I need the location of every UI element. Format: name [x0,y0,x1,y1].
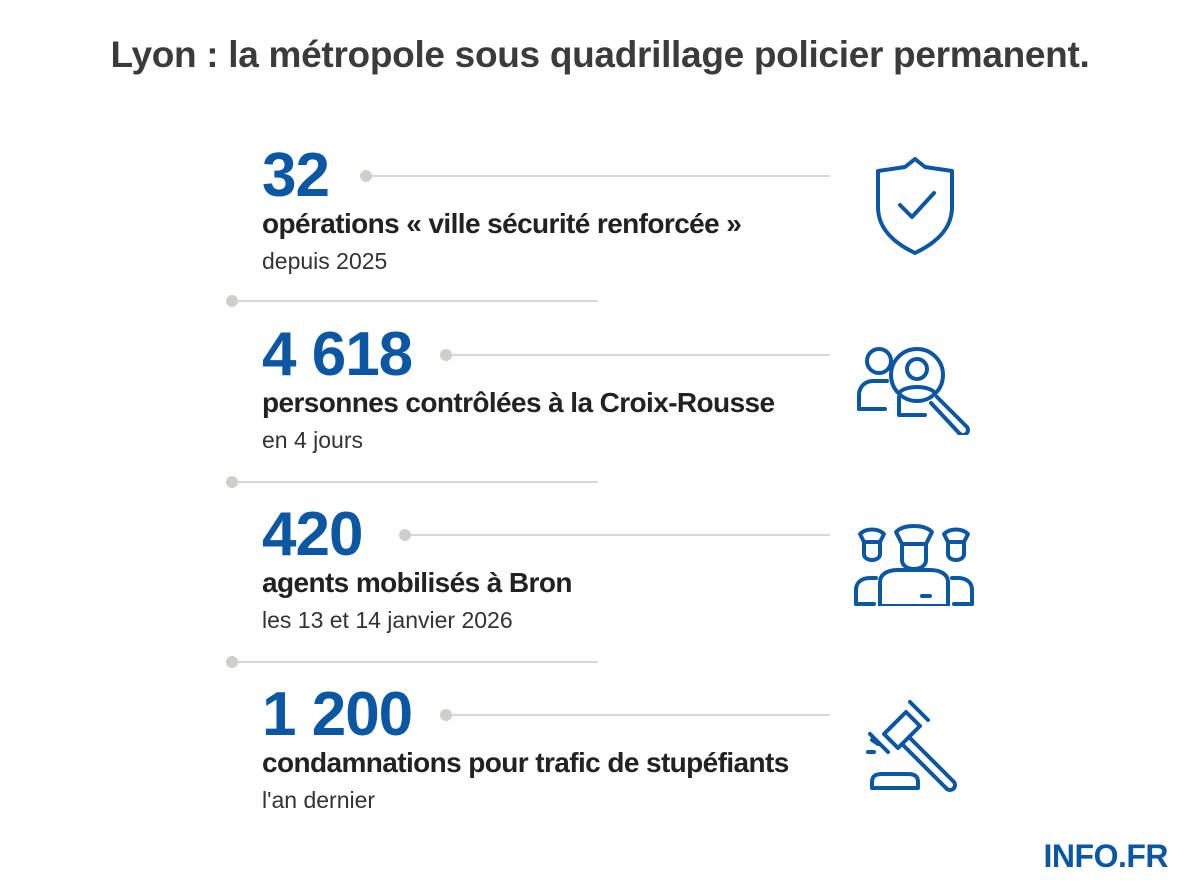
stat-number: 420 [262,500,363,569]
stat-number: 32 [262,141,330,210]
number-connector-line [360,170,830,182]
stat-number: 1 200 [262,680,413,749]
section-divider [226,476,598,488]
number-connector-line [399,529,830,541]
stat-label: condamnations pour trafic de stupéfiants [262,747,789,778]
section-divider [226,295,598,307]
stat-block-convictions: 1 200 condamnations pour trafic de stupé… [262,680,982,859]
number-connector-line [440,709,830,721]
people-search-icon [855,345,977,440]
stat-detail: depuis 2025 [262,248,388,274]
gavel-icon [864,698,964,799]
stat-detail: les 13 et 14 janvier 2026 [262,607,513,633]
stat-number: 4 618 [262,320,413,389]
stat-detail: l'an dernier [262,787,376,813]
stat-block-controls: 4 618 personnes contrôlées à la Croix-Ro… [262,320,982,499]
stat-block-agents: 420 agents mobilisés à Bron les 13 et 14… [262,500,982,679]
brand-logo: INFO.FR [1043,838,1169,874]
stat-label: personnes contrôlées à la Croix-Rousse [262,387,775,418]
stat-label: agents mobilisés à Bron [262,567,572,598]
stat-label: opérations « ville sécurité renforcée » [262,208,742,239]
section-divider [226,656,598,668]
stat-detail: en 4 jours [262,427,364,453]
number-connector-line [440,349,830,361]
police-officers-icon [852,522,976,611]
shield-check-icon [872,155,958,262]
stat-block-operations: 32 opérations « ville sécurité renforcée… [262,141,982,320]
page-title: Lyon : la métropole sous quadrillage pol… [110,34,1090,75]
